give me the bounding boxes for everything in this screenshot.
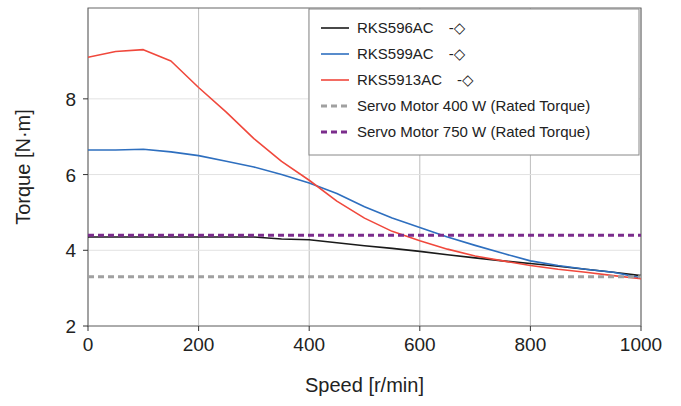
legend-label: Servo Motor 750 W (Rated Torque) [357, 123, 590, 140]
x-tick-label: 600 [404, 334, 436, 355]
legend-swatch [321, 131, 349, 134]
x-tick-label: 400 [293, 334, 325, 355]
x-grid-line [198, 8, 199, 326]
x-tick [530, 326, 531, 331]
x-axis-label: Speed [r/min] [305, 374, 424, 396]
legend-label: Servo Motor 400 W (Rated Torque) [357, 97, 590, 114]
series-line [88, 149, 641, 278]
series-line [88, 234, 641, 237]
x-tick [88, 326, 89, 331]
legend-swatch [321, 79, 349, 81]
legend-swatch [321, 53, 349, 55]
y-tick-label: 4 [65, 240, 76, 261]
legend-label: RKS5913AC -◇ [357, 71, 474, 88]
y-tick [83, 98, 88, 99]
plot-frame [88, 8, 641, 326]
legend-label: RKS596AC -◇ [357, 19, 466, 36]
x-tick-label: 200 [183, 334, 215, 355]
x-tick-label: 0 [83, 334, 94, 355]
y-axis-label: Torque [N·m] [12, 109, 34, 225]
x-tick-label: 800 [515, 334, 547, 355]
x-tick-label: 1000 [620, 334, 662, 355]
series-line [88, 275, 641, 278]
legend: RKS596AC -◇ RKS599AC -◇ RKS5913AC -◇ Servo … [309, 9, 639, 155]
legend-box [309, 9, 639, 155]
y-grid-line [88, 174, 641, 175]
y-tick [83, 174, 88, 175]
x-tick [419, 326, 420, 331]
chart: 0 200 400 600 800 1000 2 4 6 8 Speed [r/min] Torque… [0, 0, 681, 406]
y-tick-label: 8 [65, 89, 76, 110]
legend-swatch [321, 27, 349, 29]
y-tick [83, 250, 88, 251]
legend-label: RKS599AC -◇ [357, 45, 466, 62]
y-tick-label: 6 [65, 165, 76, 186]
x-tick [198, 326, 199, 331]
x-tick [641, 326, 642, 331]
y-tick-label: 2 [65, 316, 76, 337]
x-tick [309, 326, 310, 331]
y-grid-line [88, 250, 641, 251]
y-tick [83, 326, 88, 327]
legend-swatch [321, 105, 349, 108]
